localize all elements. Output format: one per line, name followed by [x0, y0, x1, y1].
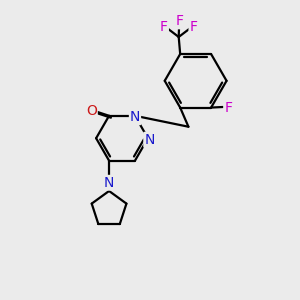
Text: F: F — [224, 101, 232, 116]
Text: F: F — [175, 14, 183, 28]
Text: N: N — [144, 133, 154, 147]
Text: F: F — [160, 20, 168, 34]
Text: F: F — [189, 20, 197, 34]
Text: N: N — [130, 110, 140, 124]
Text: O: O — [86, 103, 97, 118]
Text: N: N — [104, 176, 114, 190]
